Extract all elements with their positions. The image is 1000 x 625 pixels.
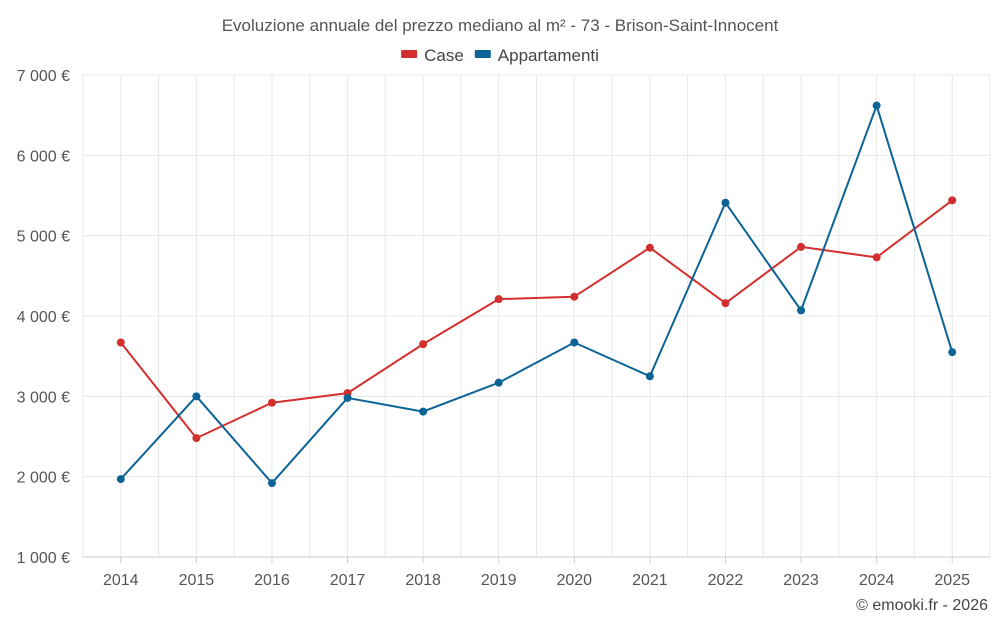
data-point[interactable] [948,196,957,205]
y-tick-label: 1 000 € [17,550,70,567]
legend-swatch [474,50,491,58]
data-point[interactable] [872,101,881,110]
data-point[interactable] [645,372,654,381]
data-point[interactable] [343,393,352,402]
data-point[interactable] [494,295,503,304]
data-point[interactable] [872,253,881,262]
legend: Case Appartamenti [401,46,599,65]
x-tick-label: 2016 [254,572,290,589]
x-tick-label: 2017 [330,572,366,589]
data-point[interactable] [192,392,201,401]
x-tick-label: 2024 [859,572,895,589]
data-point[interactable] [797,242,806,251]
x-tick-label: 2019 [481,572,517,589]
y-tick-label: 7 000 € [17,68,70,85]
legend-label: Case [424,46,464,65]
x-tick-label: 2020 [556,572,592,589]
credit-text: © emooki.fr - 2026 [856,597,988,614]
axes: 1 000 € 2 000 € 3 000 € 4 000 € 5 000 € 6 000… [17,68,990,589]
x-tick-label: 2015 [179,572,215,589]
series-line [120,199,953,440]
legend-swatch [401,50,418,58]
data-point[interactable] [267,479,276,488]
y-tick-label: 3 000 € [17,389,70,406]
data-point[interactable] [721,299,730,308]
data-point[interactable] [645,243,654,252]
chart-title: Evoluzione annuale del prezzo mediano al… [222,16,779,35]
x-tick-label: 2014 [103,572,139,589]
data-point[interactable] [419,340,428,349]
data-point[interactable] [116,475,125,484]
series-layer [116,101,957,488]
x-tick-label: 2018 [405,572,441,589]
y-tick-label: 6 000 € [17,148,70,165]
data-point[interactable] [570,338,579,347]
x-tick-label: 2023 [783,572,819,589]
y-tick-label: 2 000 € [17,470,70,487]
x-tick-label: 2022 [708,572,744,589]
series-line [120,104,954,485]
data-point[interactable] [192,434,201,443]
y-tick-label: 4 000 € [17,309,70,326]
series-case [116,196,957,443]
data-point[interactable] [721,198,730,207]
data-point[interactable] [797,306,806,315]
y-tick-label: 5 000 € [17,229,70,246]
x-tick-label: 2025 [934,572,970,589]
data-point[interactable] [570,292,579,301]
grid [82,74,991,558]
x-tick-label: 2021 [632,572,668,589]
data-point[interactable] [494,378,503,387]
legend-label: Appartamenti [498,46,599,65]
data-point[interactable] [116,338,125,347]
data-point[interactable] [419,407,428,416]
data-point[interactable] [267,398,276,407]
series-appartamenti [116,101,957,488]
data-point[interactable] [948,348,957,357]
